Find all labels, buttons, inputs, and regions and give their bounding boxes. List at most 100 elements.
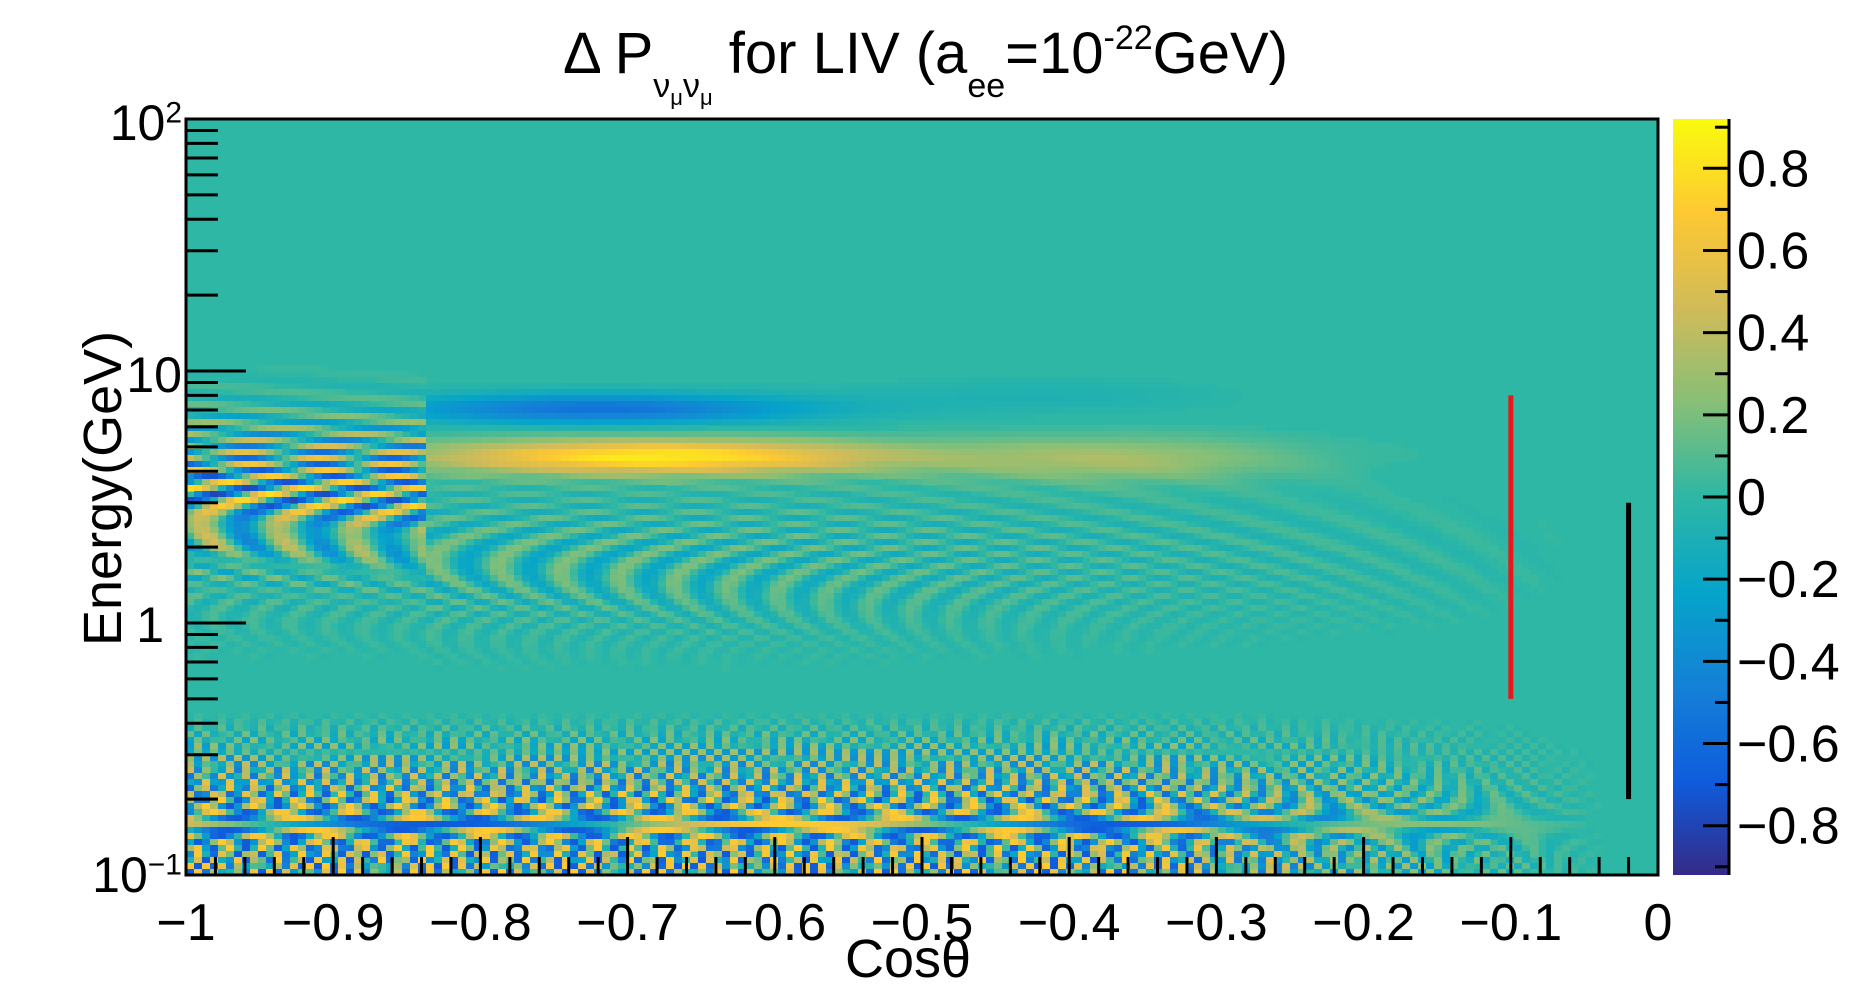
heatmap-cell (314, 425, 323, 432)
heatmap-cell (1258, 455, 1267, 462)
heatmap-cell (194, 551, 203, 558)
heatmap-cell (786, 551, 795, 558)
heatmap-cell (538, 467, 547, 474)
heatmap-cell (826, 473, 835, 480)
heatmap-cell (1090, 377, 1099, 384)
heatmap-cell (810, 569, 819, 576)
heatmap-cell (210, 395, 219, 402)
heatmap-cell (1074, 467, 1083, 474)
heatmap-cell (578, 395, 587, 402)
heatmap-cell (458, 533, 467, 540)
heatmap-cell (322, 377, 331, 384)
heatmap-cell (1218, 443, 1227, 450)
heatmap-cell (1002, 569, 1011, 576)
heatmap-cell (570, 437, 579, 444)
heatmap-cell (314, 449, 323, 456)
heatmap-cell (506, 395, 515, 402)
heatmap-cell (250, 569, 259, 576)
heatmap-cell (1202, 467, 1211, 474)
heatmap-cell (746, 509, 755, 516)
heatmap-cell (770, 461, 779, 468)
heatmap-cell (186, 587, 195, 594)
heatmap-cell (1226, 533, 1235, 540)
heatmap-cell (770, 401, 779, 408)
heatmap-cell (850, 455, 859, 462)
heatmap-cell (714, 545, 723, 552)
heatmap-cell (810, 497, 819, 504)
heatmap-cell (826, 521, 835, 528)
heatmap-cell (754, 557, 763, 564)
heatmap-cell (1058, 401, 1067, 408)
heatmap-cell (410, 395, 419, 402)
heatmap-cell (938, 455, 947, 462)
heatmap-cell (1034, 389, 1043, 396)
heatmap-cell (1074, 431, 1083, 438)
heatmap-cell (634, 551, 643, 558)
heatmap-cell (1218, 449, 1227, 456)
heatmap-cell (1498, 557, 1507, 564)
heatmap-cell (642, 437, 651, 444)
heatmap-cell (554, 545, 563, 552)
heatmap-cell (1234, 515, 1243, 522)
heatmap-cell (1090, 587, 1099, 594)
heatmap-cell (514, 395, 523, 402)
heatmap-cell (1290, 545, 1299, 552)
heatmap-cell (274, 377, 283, 384)
heatmap-cell (994, 515, 1003, 522)
heatmap-cell (290, 431, 299, 438)
heatmap-cell (386, 557, 395, 564)
heatmap-cell (874, 491, 883, 498)
heatmap-cell (506, 425, 515, 432)
heatmap-cell (426, 383, 435, 390)
heatmap-cell (234, 371, 243, 378)
heatmap-cell (690, 401, 699, 408)
heatmap-cell (546, 533, 555, 540)
heatmap-cell (1218, 431, 1227, 438)
heatmap-cell (1002, 557, 1011, 564)
heatmap-cell (882, 479, 891, 486)
heatmap-cell (866, 491, 875, 498)
heatmap-cell (418, 437, 427, 444)
heatmap-cell (418, 575, 427, 582)
heatmap-cell (1170, 539, 1179, 546)
heatmap-cell (1162, 491, 1171, 498)
heatmap-cell (346, 413, 355, 420)
heatmap-cell (882, 467, 891, 474)
heatmap-cell (1010, 437, 1019, 444)
heatmap-cell (1098, 401, 1107, 408)
heatmap-cell (1226, 467, 1235, 474)
heatmap-cell (930, 383, 939, 390)
heatmap-cell (1274, 551, 1283, 558)
heatmap-cell (394, 527, 403, 534)
heatmap-cell (498, 401, 507, 408)
heatmap-cell (1274, 497, 1283, 504)
heatmap-cell (1130, 563, 1139, 570)
heatmap-cell (586, 497, 595, 504)
heatmap-cell (1026, 407, 1035, 414)
heatmap-cell (650, 479, 659, 486)
heatmap-cell (738, 485, 747, 492)
heatmap-cell (658, 395, 667, 402)
heatmap-cell (930, 479, 939, 486)
heatmap-cell (874, 443, 883, 450)
heatmap-cell (1354, 455, 1363, 462)
heatmap-cell (794, 545, 803, 552)
heatmap-cell (762, 407, 771, 414)
heatmap-cell (522, 437, 531, 444)
heatmap-cell (1162, 497, 1171, 504)
heatmap-cell (194, 563, 203, 570)
heatmap-cell (898, 557, 907, 564)
heatmap-cell (1098, 551, 1107, 558)
heatmap-cell (562, 413, 571, 420)
heatmap-cell (810, 467, 819, 474)
heatmap-cell (930, 569, 939, 576)
heatmap-cell (874, 467, 883, 474)
heatmap-cell (1122, 539, 1131, 546)
heatmap-cell (586, 491, 595, 498)
heatmap-cell (1114, 407, 1123, 414)
heatmap-cell (1282, 431, 1291, 438)
heatmap-cell (1202, 443, 1211, 450)
heatmap-cell (650, 407, 659, 414)
heatmap-cell (378, 581, 387, 588)
heatmap-cell (538, 449, 547, 456)
